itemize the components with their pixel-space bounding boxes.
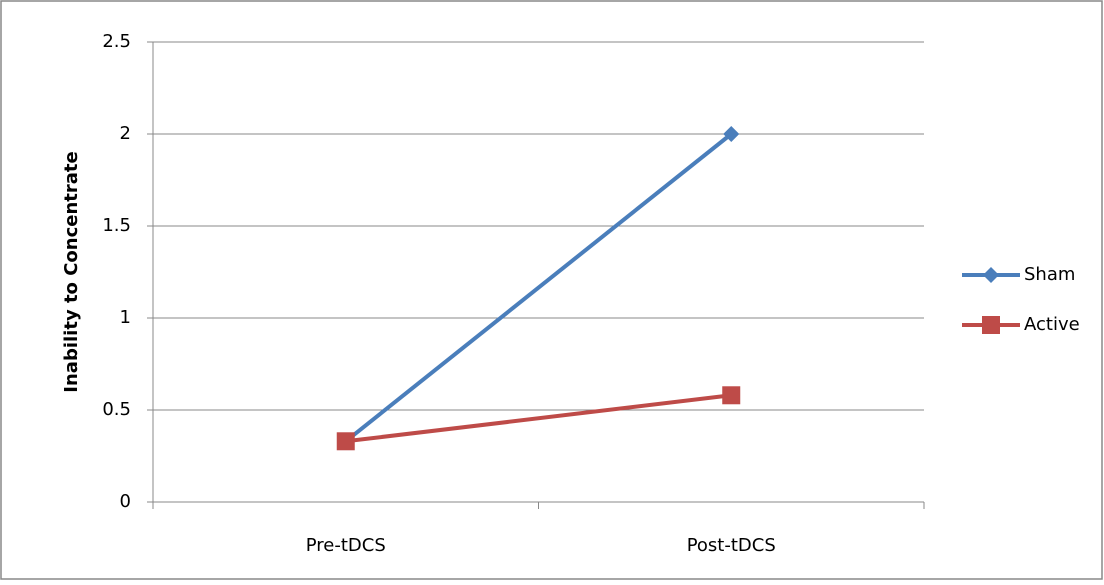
legend-label: Sham	[1024, 264, 1075, 285]
y-tick-label: 1	[120, 307, 131, 328]
y-tick-label: 2	[120, 123, 131, 144]
y-tick-label: 0.5	[102, 399, 131, 420]
series-line	[344, 132, 733, 443]
y-tick-label: 0	[120, 491, 131, 512]
y-tick-label: 2.5	[102, 31, 131, 52]
data-point	[722, 386, 741, 405]
data-point	[336, 432, 355, 451]
legend-marker	[983, 267, 999, 283]
legend-marker	[982, 316, 1000, 334]
x-tick-label: Pre-tDCS	[306, 535, 386, 556]
legend-label: Active	[1024, 314, 1080, 335]
y-tick-label: 1.5	[102, 215, 131, 236]
series-line	[345, 393, 732, 444]
x-tick-label: Post-tDCS	[687, 535, 776, 556]
y-axis-label: Inability to Concentrate	[61, 151, 82, 392]
data-point	[723, 126, 740, 142]
